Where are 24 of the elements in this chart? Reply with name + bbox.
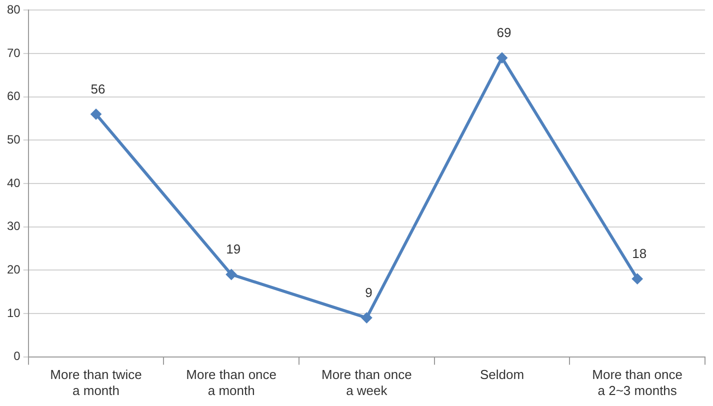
data-label: 18 xyxy=(632,246,647,261)
point xyxy=(90,108,102,120)
x-tick-label: More than once a 2~3 months xyxy=(592,367,683,398)
y-tick-label: 30 xyxy=(6,219,21,234)
x-tick-label: Seldom xyxy=(480,367,524,382)
y-tick-label: 0 xyxy=(14,349,21,364)
data-label: 56 xyxy=(90,81,106,96)
y-tick-label: 50 xyxy=(6,132,21,146)
y-tick-label: 70 xyxy=(6,46,21,60)
x-tick-label: More than once a week xyxy=(322,367,412,398)
data-label: 9 xyxy=(365,284,372,300)
point xyxy=(496,52,508,64)
point xyxy=(226,268,237,280)
y-tick-label: 60 xyxy=(6,89,21,104)
point xyxy=(632,273,643,284)
y-tick-label: 80 xyxy=(6,2,21,17)
y-tick-label: 10 xyxy=(6,306,21,320)
y-tick-label: 40 xyxy=(6,176,21,190)
data-label: 69 xyxy=(496,24,512,40)
x-tick-label: More than once a month xyxy=(186,367,277,398)
data-label: 19 xyxy=(226,242,241,257)
point xyxy=(361,312,372,324)
x-tick-label: More than twice a month xyxy=(50,367,142,398)
y-tick-label: 20 xyxy=(6,262,21,276)
